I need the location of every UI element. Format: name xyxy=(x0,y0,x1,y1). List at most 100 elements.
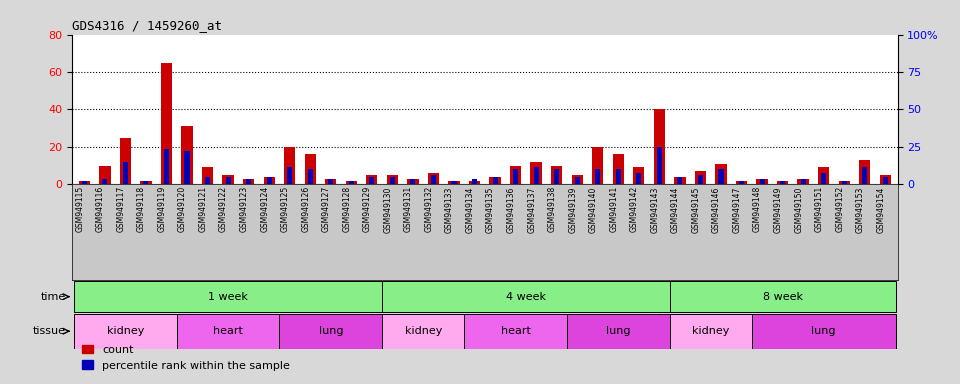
Text: GSM949130: GSM949130 xyxy=(383,186,393,233)
Bar xyxy=(325,179,336,184)
Bar xyxy=(448,180,460,184)
Text: GSM949127: GSM949127 xyxy=(322,186,331,232)
Text: 1 week: 1 week xyxy=(208,291,248,302)
Bar xyxy=(801,179,805,184)
Text: GSM949149: GSM949149 xyxy=(774,186,782,233)
Bar xyxy=(82,180,86,184)
Bar xyxy=(736,180,747,184)
Bar xyxy=(428,173,439,184)
Bar xyxy=(181,126,193,184)
Bar xyxy=(346,180,357,184)
Bar xyxy=(243,179,254,184)
Bar xyxy=(284,147,296,184)
Bar xyxy=(674,177,685,184)
Text: GSM949140: GSM949140 xyxy=(588,186,598,233)
Text: lung: lung xyxy=(319,326,343,336)
Text: GSM949145: GSM949145 xyxy=(691,186,701,233)
Bar xyxy=(551,166,563,184)
Bar xyxy=(592,147,604,184)
Text: GSM949141: GSM949141 xyxy=(610,186,618,232)
Text: GSM949126: GSM949126 xyxy=(301,186,310,232)
Text: GSM949131: GSM949131 xyxy=(404,186,413,232)
Bar xyxy=(387,175,398,184)
Bar xyxy=(492,177,497,184)
Bar xyxy=(657,147,661,184)
Text: GSM949123: GSM949123 xyxy=(240,186,249,232)
Text: lung: lung xyxy=(606,326,631,336)
Bar xyxy=(246,179,252,184)
Bar xyxy=(304,154,316,184)
Bar xyxy=(862,167,867,184)
Bar xyxy=(279,314,382,349)
Text: GSM949118: GSM949118 xyxy=(137,186,146,232)
Bar xyxy=(490,177,501,184)
Bar xyxy=(99,166,110,184)
Bar xyxy=(223,175,233,184)
Text: GSM949115: GSM949115 xyxy=(75,186,84,232)
Bar xyxy=(184,151,189,184)
Bar xyxy=(678,177,683,184)
Bar xyxy=(798,179,808,184)
Text: GSM949137: GSM949137 xyxy=(527,186,536,233)
Bar xyxy=(718,169,724,184)
Bar xyxy=(571,175,583,184)
Text: kidney: kidney xyxy=(404,326,442,336)
Bar xyxy=(513,169,518,184)
Text: GSM949122: GSM949122 xyxy=(219,186,228,232)
Bar xyxy=(382,314,465,349)
Bar xyxy=(451,180,457,184)
Text: 4 week: 4 week xyxy=(506,291,546,302)
Text: GSM949150: GSM949150 xyxy=(794,186,804,233)
Bar xyxy=(143,180,149,184)
Text: GSM949132: GSM949132 xyxy=(424,186,434,232)
Text: GSM949142: GSM949142 xyxy=(630,186,638,232)
Bar xyxy=(468,180,480,184)
Bar xyxy=(670,314,752,349)
Text: GSM949151: GSM949151 xyxy=(815,186,824,232)
Bar xyxy=(777,180,788,184)
Text: GSM949116: GSM949116 xyxy=(96,186,105,232)
Bar xyxy=(595,169,600,184)
Bar xyxy=(103,179,108,184)
Bar xyxy=(634,167,644,184)
Bar xyxy=(567,314,670,349)
Bar xyxy=(756,179,768,184)
Text: GSM949124: GSM949124 xyxy=(260,186,269,232)
Bar xyxy=(859,160,871,184)
Text: GSM949125: GSM949125 xyxy=(280,186,290,232)
Text: kidney: kidney xyxy=(107,326,144,336)
Bar xyxy=(161,63,172,184)
Bar xyxy=(308,169,313,184)
Bar xyxy=(695,171,707,184)
Bar xyxy=(780,180,785,184)
Text: GSM949154: GSM949154 xyxy=(876,186,885,233)
Text: heart: heart xyxy=(501,326,531,336)
Bar xyxy=(267,177,272,184)
Text: 8 week: 8 week xyxy=(762,291,803,302)
Bar xyxy=(120,137,132,184)
Bar xyxy=(202,167,213,184)
Bar xyxy=(328,179,333,184)
Text: GSM949152: GSM949152 xyxy=(835,186,844,232)
Text: GDS4316 / 1459260_at: GDS4316 / 1459260_at xyxy=(72,19,222,32)
Text: GSM949146: GSM949146 xyxy=(712,186,721,233)
Text: GSM949120: GSM949120 xyxy=(178,186,187,232)
Bar xyxy=(140,180,152,184)
Bar xyxy=(382,281,670,312)
Bar xyxy=(123,162,128,184)
Text: time: time xyxy=(40,291,66,302)
Bar xyxy=(883,177,888,184)
Text: GSM949139: GSM949139 xyxy=(568,186,577,233)
Text: GSM949138: GSM949138 xyxy=(548,186,557,232)
Text: GSM949129: GSM949129 xyxy=(363,186,372,232)
Text: GSM949144: GSM949144 xyxy=(671,186,680,233)
Bar xyxy=(74,281,382,312)
Bar xyxy=(615,169,621,184)
Bar xyxy=(838,180,850,184)
Text: GSM949119: GSM949119 xyxy=(157,186,166,232)
Text: GSM949121: GSM949121 xyxy=(199,186,207,232)
Bar xyxy=(842,180,847,184)
Bar xyxy=(472,179,477,184)
Bar xyxy=(164,149,169,184)
Bar xyxy=(818,167,829,184)
